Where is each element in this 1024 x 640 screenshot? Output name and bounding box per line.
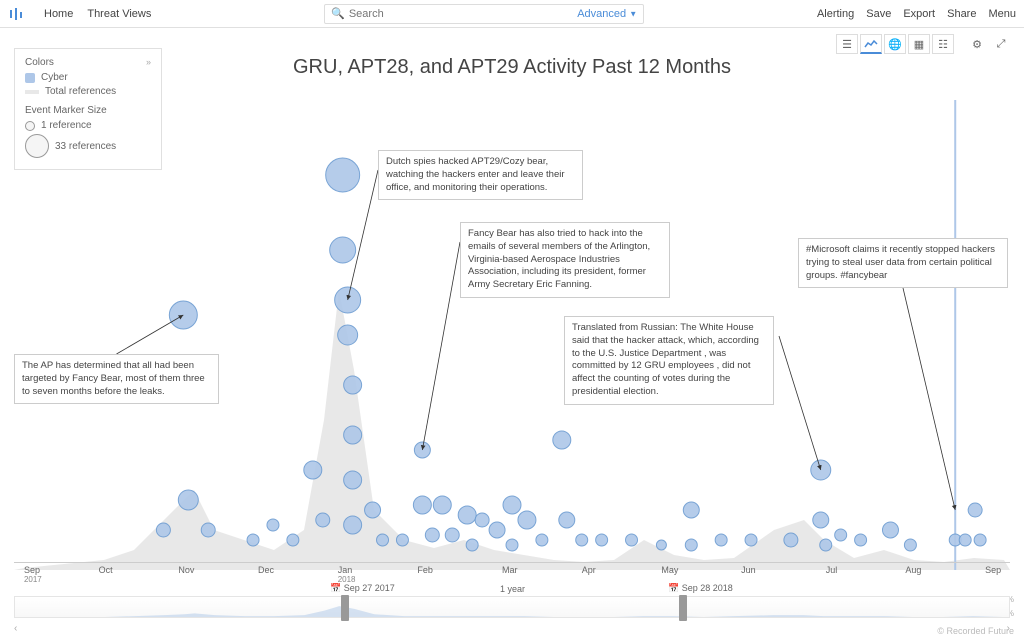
overview-span-label: 1 year <box>500 584 525 594</box>
xtick: Oct <box>99 565 113 575</box>
view-toolbar: ☰ 🌐 ▦ ☷ ⚙ ⤢ <box>836 34 1012 54</box>
scrubber-handle-end[interactable] <box>679 595 687 621</box>
annotation-1: Dutch spies hacked APT29/Cozy bear, watc… <box>378 150 583 200</box>
search-box[interactable]: 🔍 Advanced ▼ <box>324 4 644 24</box>
overview-scrubber[interactable] <box>14 596 1010 618</box>
x-axis: Sep2017 Oct Nov Dec Jan2018 Feb Mar Apr May Jun Ju… <box>14 562 1010 586</box>
nav-alerting[interactable]: Alerting <box>817 8 854 20</box>
xtick: Jan2018 <box>338 565 356 584</box>
xtick: Jun <box>741 565 756 575</box>
xtick: Nov <box>178 565 194 575</box>
xtick: Sep2017 <box>24 565 42 584</box>
xtick: Aug <box>905 565 921 575</box>
search-icon: 🔍 <box>331 7 345 20</box>
timeline-chart[interactable] <box>14 70 1010 570</box>
brand-logo-icon <box>8 6 24 22</box>
xtick: Jul <box>826 565 838 575</box>
footer-brand: © Recorded Future <box>937 626 1014 636</box>
annotation-4: #Microsoft claims it recently stopped ha… <box>798 238 1008 288</box>
xtick: May <box>661 565 678 575</box>
advanced-search-link[interactable]: Advanced ▼ <box>577 8 637 20</box>
scrubber-handle-start[interactable] <box>341 595 349 621</box>
nav-export[interactable]: Export <box>903 8 935 20</box>
view-grid-icon[interactable]: ▦ <box>908 34 930 54</box>
annotation-3: Translated from Russian: The White House… <box>564 316 774 405</box>
expand-icon[interactable]: ⤢ <box>990 34 1012 54</box>
nav-share[interactable]: Share <box>947 8 976 20</box>
view-details-icon[interactable]: ☷ <box>932 34 954 54</box>
nav-menu[interactable]: Menu <box>988 8 1016 20</box>
settings-gear-icon[interactable]: ⚙ <box>966 34 988 54</box>
view-timeline-icon[interactable] <box>860 34 882 54</box>
annotation-2: Fancy Bear has also tried to hack into t… <box>460 222 670 298</box>
nav-home[interactable]: Home <box>44 8 73 20</box>
xtick: Feb <box>417 565 433 575</box>
overview-start-date: 📅 Sep 27 2017 <box>330 583 395 594</box>
scroll-left-icon[interactable]: ‹ <box>14 623 17 634</box>
chevron-down-icon: ▼ <box>629 9 637 18</box>
view-map-icon[interactable]: 🌐 <box>884 34 906 54</box>
view-list-icon[interactable]: ☰ <box>836 34 858 54</box>
top-nav: Home Threat Views 🔍 Advanced ▼ Alerting … <box>0 0 1024 28</box>
nav-threat-views[interactable]: Threat Views <box>87 8 151 20</box>
xtick: Dec <box>258 565 274 575</box>
annotation-0: The AP has determined that all had been … <box>14 354 219 404</box>
xtick: Mar <box>502 565 518 575</box>
nav-save[interactable]: Save <box>866 8 891 20</box>
overview-end-date: 📅 Sep 28 2018 <box>668 583 733 594</box>
search-input[interactable] <box>349 8 571 20</box>
xtick: Sep <box>985 565 1001 575</box>
xtick: Apr <box>582 565 596 575</box>
